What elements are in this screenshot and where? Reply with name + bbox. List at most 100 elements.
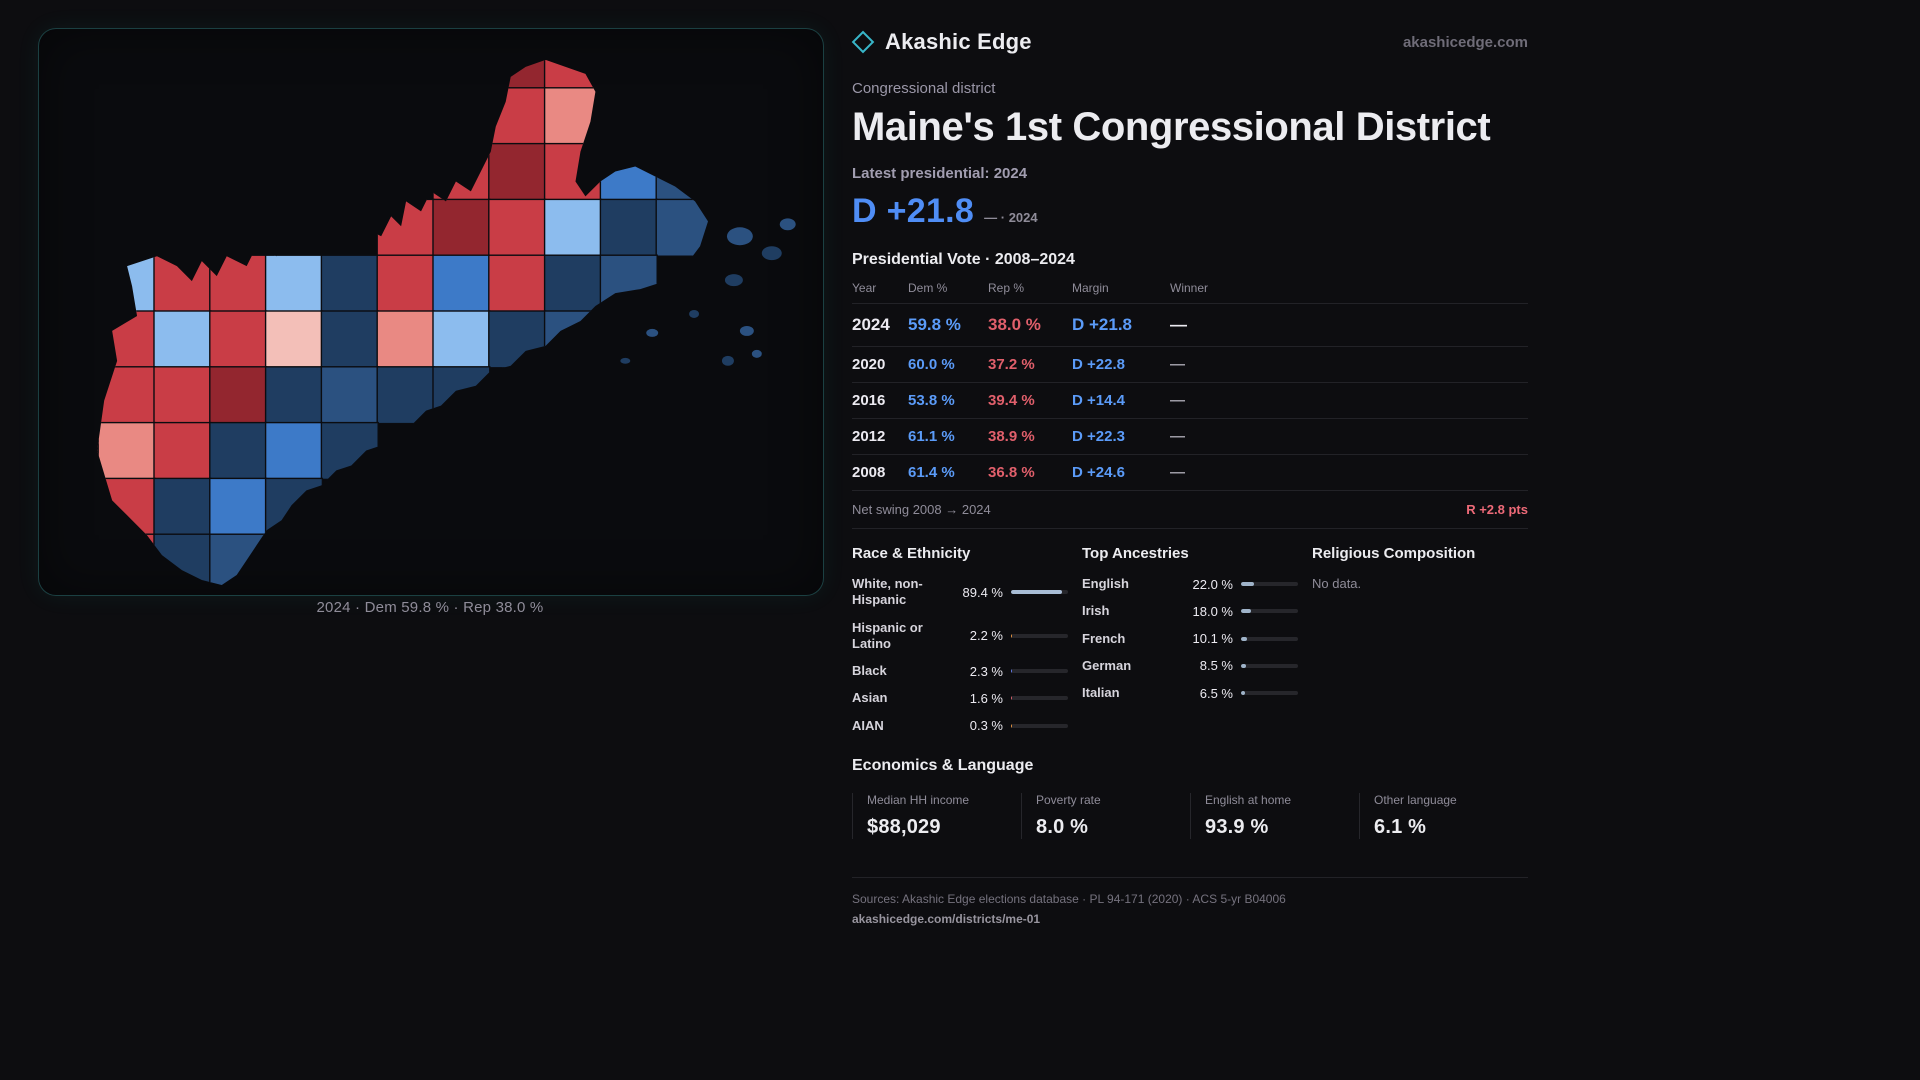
ancestry-label: English <box>1082 576 1129 591</box>
net-swing-value: R +2.8 pts <box>1466 502 1528 517</box>
race-label: Asian <box>852 690 888 706</box>
race-bar <box>1011 696 1068 701</box>
ancestry-row: Irish 18.0 % <box>1082 603 1298 619</box>
headline-margin: D +21.8 <box>852 192 975 230</box>
race-bar <box>1011 633 1068 638</box>
race-row: White, non-Hispanic 89.4 % <box>852 576 1068 609</box>
race-value: 2.3 % <box>969 663 1003 679</box>
race-row: Hispanic or Latino 2.2 % <box>852 620 1068 653</box>
table-row-2008: 2008 61.4 % 36.8 % D +24.6 — <box>852 455 1528 491</box>
col-winner: Winner <box>1170 281 1209 295</box>
dem-cell: 61.4 % <box>908 464 955 481</box>
race-bar <box>1011 723 1068 728</box>
stat-value: 93.9 % <box>1205 815 1269 838</box>
sources-line: Sources: Akashic Edge elections database… <box>852 891 1286 906</box>
ancestries-column: Top Ancestries English 22.0 % Irish 18.0… <box>1082 545 1298 745</box>
ancestry-row: English 22.0 % <box>1082 576 1298 592</box>
ancestry-value: 6.5 % <box>1199 685 1233 701</box>
dem-cell: 59.8 % <box>908 315 961 334</box>
race-row: Asian 1.6 % <box>852 690 1068 706</box>
winner-cell: — <box>1170 315 1187 334</box>
race-value: 0.3 % <box>969 718 1003 734</box>
ancestry-row: French 10.1 % <box>1082 631 1298 647</box>
winner-cell: — <box>1170 392 1185 409</box>
year-cell: 2008 <box>852 464 886 481</box>
dem-cell: 61.1 % <box>908 428 955 445</box>
ancestry-bar <box>1241 609 1298 614</box>
headline-note: — · 2024 <box>984 210 1038 225</box>
stat-english-at-home: English at home 93.9 % <box>1190 792 1359 839</box>
stat-label: English at home <box>1205 792 1292 807</box>
map-islands <box>620 218 796 366</box>
ancestry-value: 8.5 % <box>1199 658 1233 674</box>
rep-cell: 38.9 % <box>988 428 1035 445</box>
margin-cell: D +21.8 <box>1072 315 1133 334</box>
race-label: Black <box>852 663 887 678</box>
ancestry-bar <box>1241 582 1298 587</box>
site-link[interactable]: akashicedge.com <box>1402 33 1528 51</box>
race-value: 89.4 % <box>962 584 1003 600</box>
district-data-panel: Akashic Edge akashicedge.com Congression… <box>851 26 1528 926</box>
stat-value: 8.0 % <box>1036 815 1089 838</box>
votes-table-header: Year Dem % Rep % Margin Winner <box>852 277 1528 304</box>
race-value: 2.2 % <box>969 628 1003 644</box>
ancestries-section-title: Top Ancestries <box>1082 545 1189 562</box>
economics-stats: Median HH income $88,029 Poverty rate 8.… <box>852 792 1528 839</box>
permalink[interactable]: akashicedge.com/districts/me-01 <box>852 911 1041 926</box>
race-label: AIAN <box>852 717 884 733</box>
col-rep: Rep % <box>988 281 1025 295</box>
stat-other-language: Other language 6.1 % <box>1359 792 1528 839</box>
religion-section-title: Religious Composition <box>1312 545 1476 562</box>
ancestry-bar <box>1241 663 1298 668</box>
ancestry-bar <box>1241 691 1298 696</box>
col-dem: Dem % <box>908 281 948 295</box>
col-margin: Margin <box>1072 281 1109 295</box>
ancestry-row: German 8.5 % <box>1082 658 1298 674</box>
votes-section-title: Presidential Vote · 2008–2024 <box>852 251 1075 268</box>
year-cell: 2024 <box>852 315 890 334</box>
district-map-panel <box>38 28 824 596</box>
map-town-cells <box>97 59 709 586</box>
district-map <box>97 59 796 586</box>
stat-median-income: Median HH income $88,029 <box>852 792 1021 839</box>
rep-cell: 36.8 % <box>988 464 1035 481</box>
table-row-2016: 2016 53.8 % 39.4 % D +14.4 — <box>852 383 1528 419</box>
margin-cell: D +22.3 <box>1072 428 1125 445</box>
race-column: Race & Ethnicity White, non-Hispanic 89.… <box>852 545 1068 745</box>
year-cell: 2012 <box>852 428 886 445</box>
winner-cell: — <box>1170 356 1185 373</box>
votes-table: Year Dem % Rep % Margin Winner 2024 59.8… <box>852 277 1528 491</box>
winner-cell: — <box>1170 464 1185 481</box>
race-bar <box>1011 669 1068 674</box>
stat-label: Median HH income <box>867 792 970 807</box>
footer: Sources: Akashic Edge elections database… <box>852 876 1528 926</box>
race-row: Black 2.3 % <box>852 663 1068 679</box>
year-cell: 2020 <box>852 356 886 373</box>
headline-row: D +21.8 — · 2024 <box>852 192 1528 231</box>
rep-cell: 39.4 % <box>988 392 1035 409</box>
margin-cell: D +22.8 <box>1072 356 1125 373</box>
ancestry-label: Italian <box>1082 685 1120 700</box>
net-swing-label: Net swing 2008 → 2024 <box>852 502 991 517</box>
rep-cell: 38.0 % <box>988 315 1041 334</box>
table-row-2024: 2024 59.8 % 38.0 % D +21.8 — <box>852 304 1528 347</box>
latest-label: Latest presidential: 2024 <box>852 165 1028 182</box>
margin-cell: D +24.6 <box>1072 464 1125 481</box>
ancestry-label: Irish <box>1082 603 1110 619</box>
race-section-title: Race & Ethnicity <box>852 545 971 562</box>
ancestry-bar <box>1241 636 1298 641</box>
header: Akashic Edge akashicedge.com <box>851 26 1528 58</box>
district-kicker: Congressional district <box>852 80 996 97</box>
ancestry-label: French <box>1082 630 1126 646</box>
table-row-2020: 2020 60.0 % 37.2 % D +22.8 — <box>852 347 1528 383</box>
table-row-2012: 2012 61.1 % 38.9 % D +22.3 — <box>852 419 1528 455</box>
race-row: AIAN 0.3 % <box>852 718 1068 734</box>
stat-label: Other language <box>1374 792 1457 807</box>
brand-diamond-icon <box>851 30 875 54</box>
dem-cell: 53.8 % <box>908 392 955 409</box>
rep-cell: 37.2 % <box>988 356 1035 373</box>
brand-name: Akashic Edge <box>885 29 1032 54</box>
religion-no-data: No data. <box>1312 576 1362 591</box>
net-swing-row: Net swing 2008 → 2024 R +2.8 pts <box>852 491 1528 529</box>
dem-cell: 60.0 % <box>908 356 955 373</box>
